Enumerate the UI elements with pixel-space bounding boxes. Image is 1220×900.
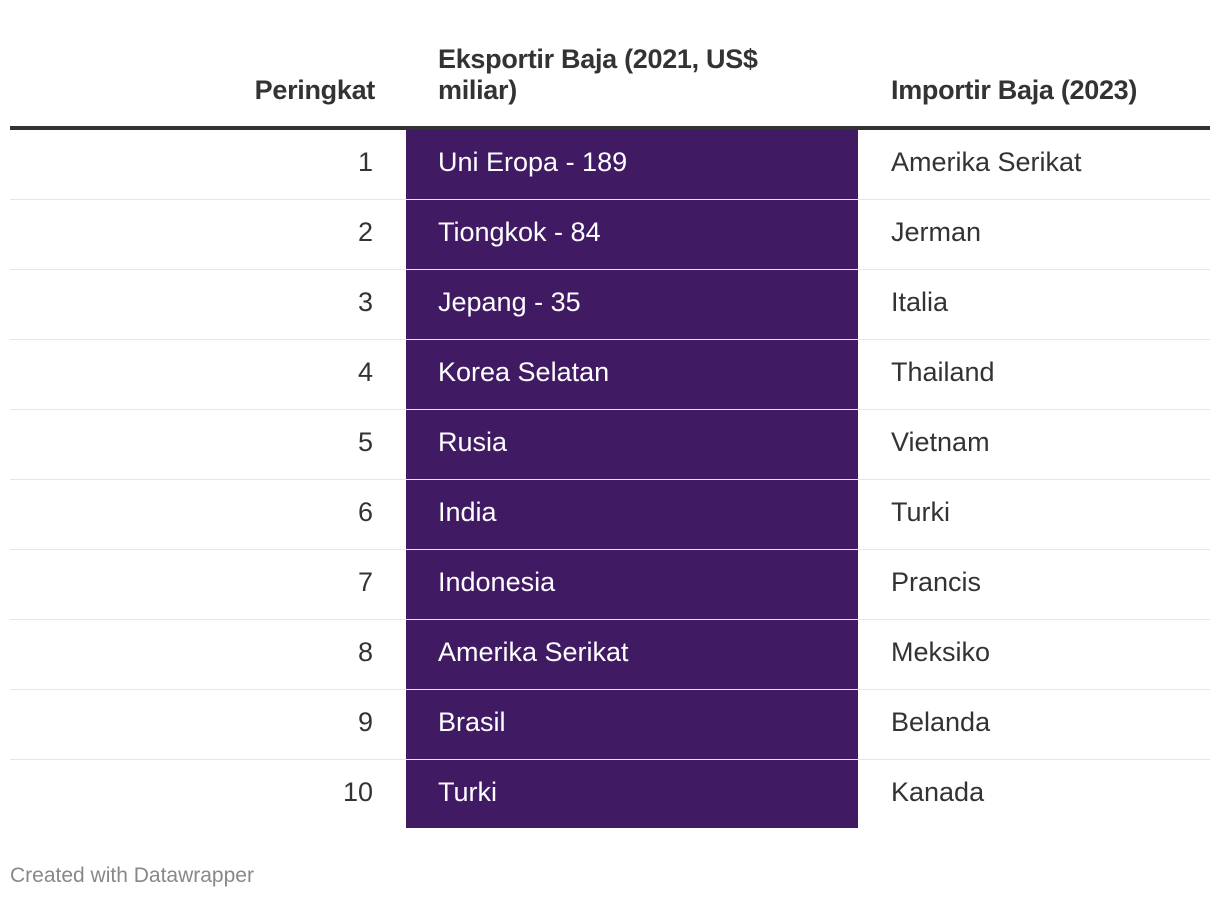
- exporter-cell: Brasil: [438, 707, 506, 737]
- exporter-cell: Uni Eropa - 189: [438, 147, 628, 177]
- rank-cell: 8: [357, 637, 373, 667]
- rank-cell: 3: [357, 287, 373, 317]
- importer-cell: Vietnam: [891, 427, 990, 457]
- table-row: 4 Korea Selatan Thailand: [10, 340, 1210, 410]
- rank-cell: 1: [357, 147, 373, 177]
- exporter-cell: Amerika Serikat: [438, 637, 629, 667]
- importer-cell: Prancis: [891, 567, 982, 597]
- exporter-cell: India: [438, 497, 497, 527]
- importer-cell: Turki: [891, 497, 950, 527]
- table-row: 8 Amerika Serikat Meksiko: [10, 620, 1210, 690]
- column-header-rank: Peringkat: [254, 75, 376, 105]
- importer-cell: Jerman: [891, 217, 982, 247]
- table-row: 1 Uni Eropa - 189 Amerika Serikat: [10, 130, 1210, 200]
- table-row: 7 Indonesia Prancis: [10, 550, 1210, 620]
- table-body: 1 Uni Eropa - 189 Amerika Serikat 2 Tiongkok…: [10, 130, 1210, 830]
- exporter-cell: Indonesia: [438, 567, 556, 597]
- exporter-cell: Tiongkok - 84: [438, 217, 601, 247]
- rank-cell: 2: [357, 217, 373, 247]
- importer-cell: Meksiko: [891, 637, 991, 667]
- importer-cell: Kanada: [891, 777, 985, 807]
- importer-cell: Italia: [891, 287, 949, 317]
- rank-cell: 6: [357, 497, 373, 527]
- rank-cell: 7: [357, 567, 373, 597]
- exporter-cell: Rusia: [438, 427, 508, 457]
- table-row: 2 Tiongkok - 84 Jerman: [10, 200, 1210, 270]
- table-row: 10 Turki Kanada: [10, 760, 1210, 830]
- column-header-importer: Importir Baja (2023): [891, 75, 1138, 105]
- importer-cell: Thailand: [891, 357, 995, 387]
- rank-cell: 10: [342, 777, 373, 807]
- column-header-exporter: Eksportir Baja (2021, US$ miliar): [438, 44, 758, 105]
- table-row: 3 Jepang - 35 Italia: [10, 270, 1210, 340]
- exporter-cell: Korea Selatan: [438, 357, 610, 387]
- table-header: Peringkat Eksportir Baja (2021, US$ mili…: [10, 0, 1210, 130]
- table-row: 5 Rusia Vietnam: [10, 410, 1210, 480]
- importer-cell: Amerika Serikat: [891, 147, 1082, 177]
- rank-cell: 9: [357, 707, 373, 737]
- rank-cell: 5: [357, 427, 373, 457]
- exporter-cell: Jepang - 35: [438, 287, 581, 317]
- rank-cell: 4: [357, 357, 373, 387]
- footer-credit: Created with Datawrapper: [10, 864, 254, 887]
- exporter-cell: Turki: [438, 777, 497, 807]
- importer-cell: Belanda: [891, 707, 991, 737]
- data-table: Peringkat Eksportir Baja (2021, US$ mili…: [10, 0, 1210, 830]
- table-row: 6 India Turki: [10, 480, 1210, 550]
- table-row: 9 Brasil Belanda: [10, 690, 1210, 760]
